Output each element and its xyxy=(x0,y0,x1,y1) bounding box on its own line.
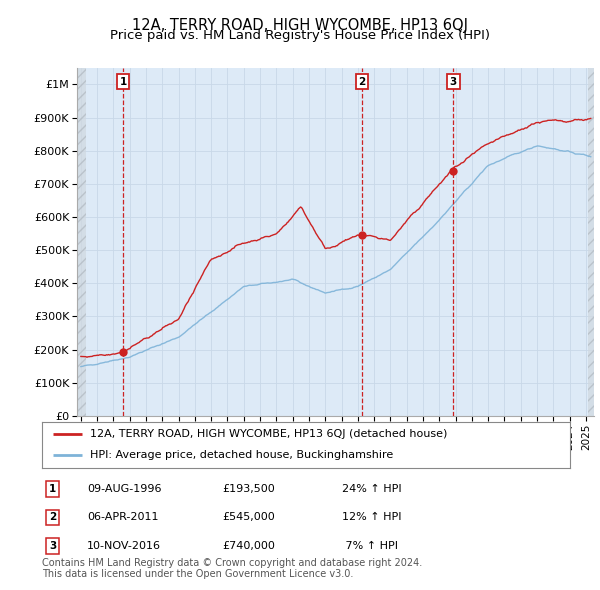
Text: HPI: Average price, detached house, Buckinghamshire: HPI: Average price, detached house, Buck… xyxy=(89,450,393,460)
Text: 7% ↑ HPI: 7% ↑ HPI xyxy=(342,541,398,550)
Text: 06-APR-2011: 06-APR-2011 xyxy=(87,513,158,522)
Text: 12A, TERRY ROAD, HIGH WYCOMBE, HP13 6QJ: 12A, TERRY ROAD, HIGH WYCOMBE, HP13 6QJ xyxy=(132,18,468,32)
Text: 12A, TERRY ROAD, HIGH WYCOMBE, HP13 6QJ (detached house): 12A, TERRY ROAD, HIGH WYCOMBE, HP13 6QJ … xyxy=(89,430,447,440)
Text: 12% ↑ HPI: 12% ↑ HPI xyxy=(342,513,401,522)
Text: 3: 3 xyxy=(49,541,56,550)
Text: 1: 1 xyxy=(49,484,56,494)
Text: 09-AUG-1996: 09-AUG-1996 xyxy=(87,484,161,494)
Text: £193,500: £193,500 xyxy=(222,484,275,494)
Text: Price paid vs. HM Land Registry's House Price Index (HPI): Price paid vs. HM Land Registry's House … xyxy=(110,30,490,42)
Text: 24% ↑ HPI: 24% ↑ HPI xyxy=(342,484,401,494)
Text: 2: 2 xyxy=(49,513,56,522)
Text: 2: 2 xyxy=(359,77,366,87)
Text: 10-NOV-2016: 10-NOV-2016 xyxy=(87,541,161,550)
Text: £740,000: £740,000 xyxy=(222,541,275,550)
Bar xyxy=(588,68,600,416)
Text: Contains HM Land Registry data © Crown copyright and database right 2024.
This d: Contains HM Land Registry data © Crown c… xyxy=(42,558,422,579)
Bar xyxy=(77,68,86,416)
Text: 3: 3 xyxy=(450,77,457,87)
Text: £545,000: £545,000 xyxy=(222,513,275,522)
Text: 1: 1 xyxy=(119,77,127,87)
